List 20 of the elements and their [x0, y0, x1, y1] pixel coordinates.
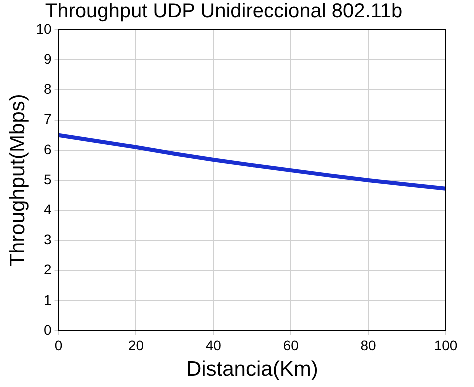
y-tick-label: 10 — [36, 20, 52, 37]
x-tick-label: 40 — [206, 337, 222, 354]
x-tick-label: 100 — [434, 337, 458, 354]
chart-title: Throughput UDP Unidireccional 802.11b — [45, 0, 403, 23]
y-tick-label: 3 — [44, 232, 52, 248]
y-tick-label: 0 — [44, 322, 52, 338]
y-tick-label: 4 — [44, 201, 52, 218]
y-tick-label: 7 — [44, 111, 52, 128]
y-tick-label: 8 — [44, 81, 52, 98]
y-tick-label: 9 — [44, 50, 52, 67]
x-axis-title: Distancia(Km) — [186, 358, 318, 382]
x-tick-label: 80 — [360, 337, 377, 354]
x-tick-label: 0 — [54, 337, 63, 354]
x-tick-label: 60 — [283, 337, 300, 354]
y-tick-label: 6 — [44, 141, 52, 158]
y-axis-title: Throughput(Mbps) — [6, 94, 30, 267]
y-tick-label: 1 — [44, 292, 52, 308]
x-tick-label: 20 — [128, 337, 144, 354]
y-tick-label: 2 — [44, 262, 52, 278]
y-tick-label: 5 — [44, 171, 52, 188]
